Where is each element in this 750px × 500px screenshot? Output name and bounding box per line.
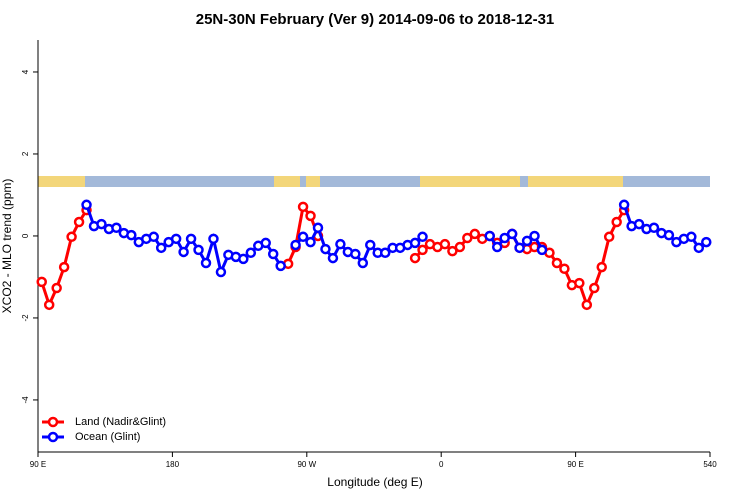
data-point	[155, 242, 167, 254]
x-axis-label: Longitude (deg E)	[327, 475, 422, 489]
data-point	[305, 210, 316, 222]
data-point	[193, 244, 204, 256]
data-point	[36, 276, 47, 288]
data-point	[275, 260, 286, 272]
ocean-band	[38, 176, 710, 187]
x-tick-label: 0	[439, 460, 444, 469]
data-point	[320, 243, 331, 255]
data-point	[484, 230, 495, 242]
data-point	[170, 233, 182, 245]
data-point	[58, 261, 70, 273]
data-point	[633, 218, 645, 230]
y-axis-label: XCO2 - MLO trend (ppm)	[0, 179, 14, 314]
data-point	[409, 252, 421, 264]
data-point	[574, 277, 585, 289]
legend-marker	[47, 431, 59, 443]
data-point	[551, 257, 563, 269]
data-point	[290, 239, 301, 251]
data-point	[596, 261, 607, 273]
data-point	[305, 236, 316, 248]
x-tick-label: 90 E	[567, 460, 583, 469]
data-point	[379, 247, 391, 259]
y-tick-label: 0	[21, 233, 30, 238]
data-point	[215, 266, 227, 278]
data-point	[185, 233, 197, 245]
data-point	[238, 253, 249, 265]
data-point	[514, 242, 525, 254]
data-point	[111, 222, 122, 234]
x-tick-label: 540	[703, 460, 717, 469]
data-point	[701, 236, 712, 248]
data-point	[521, 235, 533, 247]
land-band	[306, 176, 320, 187]
data-point	[618, 199, 630, 211]
x-tick-label: 90 E	[30, 460, 46, 469]
y-tick-label: 4	[21, 69, 30, 74]
legend-marker	[47, 416, 59, 428]
data-point	[267, 248, 279, 260]
data-point	[439, 238, 451, 250]
legend: Land (Nadir&Glint) Ocean (Glint)	[42, 416, 166, 443]
data-point	[43, 299, 55, 311]
data-point	[581, 299, 593, 311]
land-band	[38, 176, 85, 187]
data-point	[491, 241, 503, 253]
data-point	[462, 232, 473, 244]
data-point	[350, 248, 361, 260]
data-point	[454, 241, 466, 253]
data-point	[126, 229, 137, 241]
data-point	[611, 216, 622, 228]
data-point	[96, 218, 107, 230]
data-point	[81, 199, 92, 211]
data-point	[335, 238, 346, 250]
land-band	[420, 176, 520, 187]
data-point	[447, 245, 458, 257]
data-point	[417, 231, 428, 243]
data-point	[208, 233, 219, 245]
data-point	[357, 257, 369, 269]
data-point	[686, 231, 697, 243]
data-point	[312, 222, 324, 234]
data-point	[297, 231, 309, 243]
data-point	[327, 252, 339, 264]
data-point	[648, 222, 660, 234]
data-point	[693, 242, 705, 254]
data-point	[417, 244, 428, 256]
data-point	[245, 247, 257, 259]
x-tick-label: 180	[166, 460, 180, 469]
y-tick-label: -4	[21, 396, 30, 404]
surface-band	[38, 176, 710, 187]
x-tick-label: 90 W	[297, 460, 316, 469]
data-point	[73, 216, 85, 228]
data-point	[365, 239, 376, 251]
data-point	[469, 228, 481, 240]
data-point	[178, 246, 189, 258]
data-point	[297, 201, 309, 213]
data-point	[409, 237, 421, 249]
data-point	[506, 228, 518, 240]
data-point	[200, 257, 212, 269]
land-band	[528, 176, 623, 187]
data-point	[589, 282, 600, 294]
data-point	[499, 232, 510, 244]
data-point	[148, 231, 159, 243]
data-point	[260, 237, 271, 249]
data-point	[536, 244, 548, 256]
chart-title: 25N-30N February (Ver 9) 2014-09-06 to 2…	[196, 11, 555, 28]
data-point	[663, 229, 675, 241]
data-point	[529, 230, 540, 242]
data-point	[66, 231, 77, 243]
legend-label: Land (Nadir&Glint)	[75, 416, 166, 428]
land-band	[274, 176, 300, 187]
data-point	[603, 231, 615, 243]
data-point	[559, 263, 570, 275]
legend-label: Ocean (Glint)	[75, 431, 140, 443]
data-point	[51, 282, 62, 294]
y-tick-label: -2	[21, 314, 30, 322]
y-tick-label: 2	[21, 151, 30, 156]
